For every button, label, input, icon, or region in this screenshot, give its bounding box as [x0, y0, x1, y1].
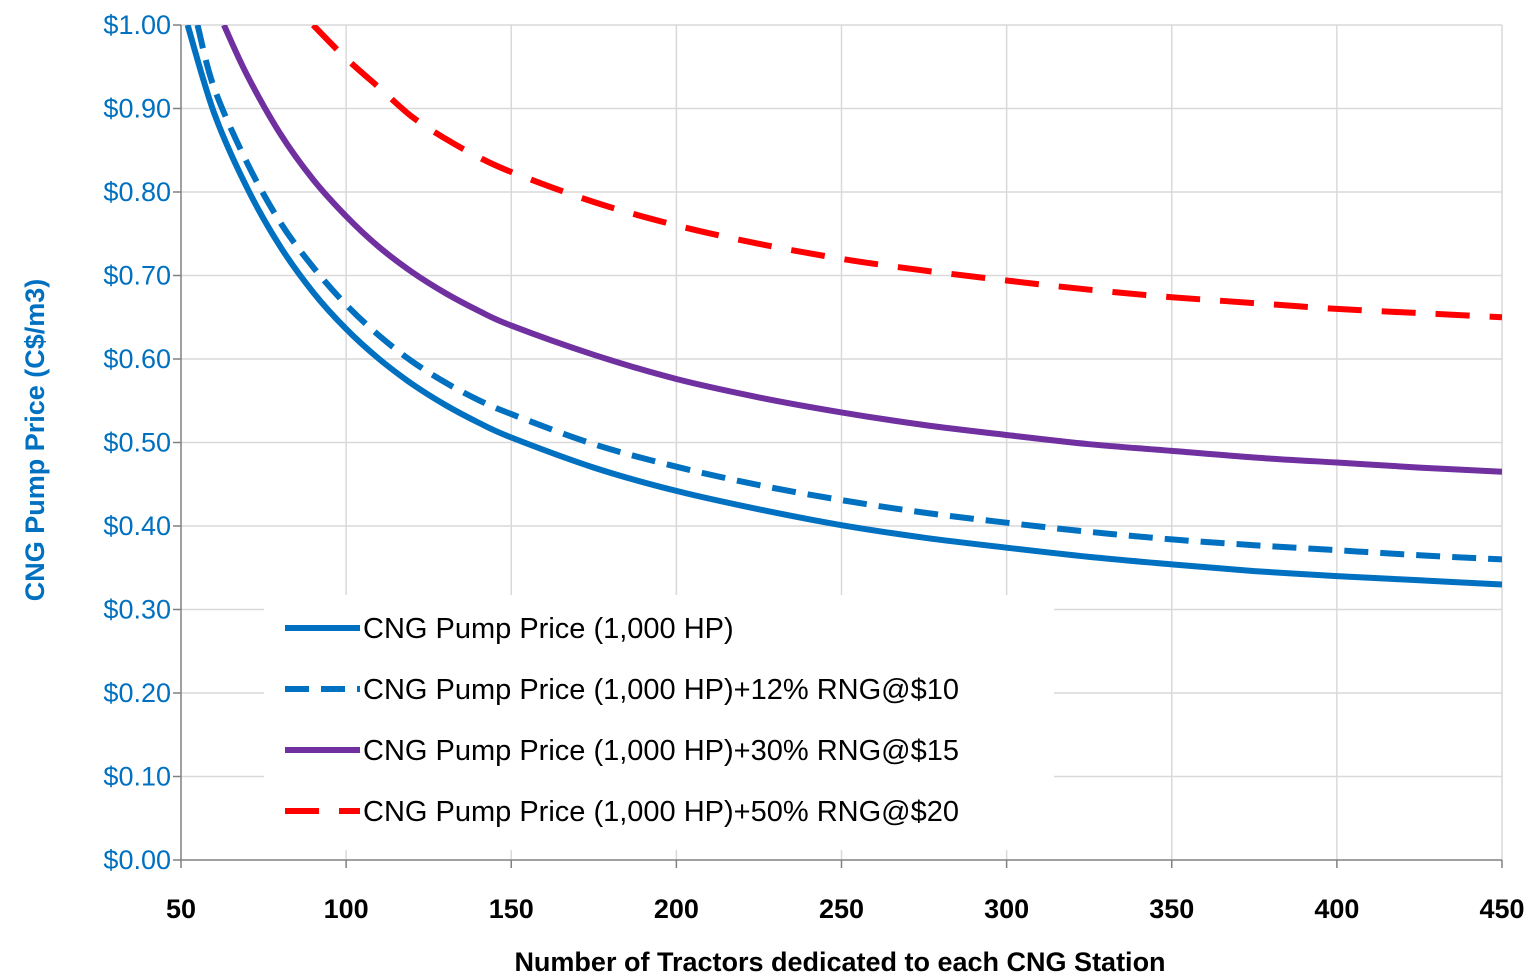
legend-label-1: CNG Pump Price (1,000 HP): [363, 613, 734, 645]
x-axis-label: Number of Tractors dedicated to each CNG…: [514, 947, 1165, 977]
y-tick-label: $0.50: [103, 428, 171, 458]
y-tick-label: $0.70: [103, 261, 171, 291]
y-tick-label: $0.80: [103, 177, 171, 207]
y-tick-labels: $0.00 $0.10 $0.20 $0.30 $0.40 $0.50 $0.60 $0.70…: [103, 10, 171, 875]
y-tick-label: $0.00: [103, 845, 171, 875]
y-tick-label: $0.60: [103, 344, 171, 374]
x-tick-labels: 50 100 150 200 250 300 350 400 450: [166, 894, 1525, 924]
axes: [173, 24, 1503, 868]
legend: CNG Pump Price (1,000 HP) CNG Pump Price …: [264, 595, 1054, 850]
y-tick-label: $0.40: [103, 511, 171, 541]
y-tick-label: $0.30: [103, 595, 171, 625]
x-tick-label: 400: [1314, 894, 1359, 924]
legend-label-2: CNG Pump Price (1,000 HP)+12% RNG@$10: [363, 674, 959, 706]
series-line-2: [194, 25, 1502, 563]
series-line-1: [184, 25, 1502, 588]
legend-box: [264, 595, 1054, 850]
x-tick-label: 100: [324, 894, 369, 924]
series-line-3: [221, 25, 1502, 475]
legend-label-4: CNG Pump Price (1,000 HP)+50% RNG@$20: [363, 796, 959, 828]
x-tick-label: 250: [819, 894, 864, 924]
x-tick-label: 150: [489, 894, 534, 924]
legend-label-3: CNG Pump Price (1,000 HP)+30% RNG@$15: [363, 735, 959, 767]
y-axis-label: CNG Pump Price (C$/m3): [20, 279, 50, 602]
x-tick-label: 200: [654, 894, 699, 924]
y-tick-label: $0.90: [103, 94, 171, 124]
x-tick-label: 350: [1149, 894, 1194, 924]
x-tick-label: 50: [166, 894, 196, 924]
y-tick-label: $0.20: [103, 678, 171, 708]
x-tick-label: 450: [1479, 894, 1524, 924]
y-tick-label: $1.00: [103, 10, 171, 40]
series-lines: [184, 25, 1502, 588]
x-tick-label: 300: [984, 894, 1029, 924]
y-tick-label: $0.10: [103, 762, 171, 792]
series-line-4: [310, 25, 1502, 321]
